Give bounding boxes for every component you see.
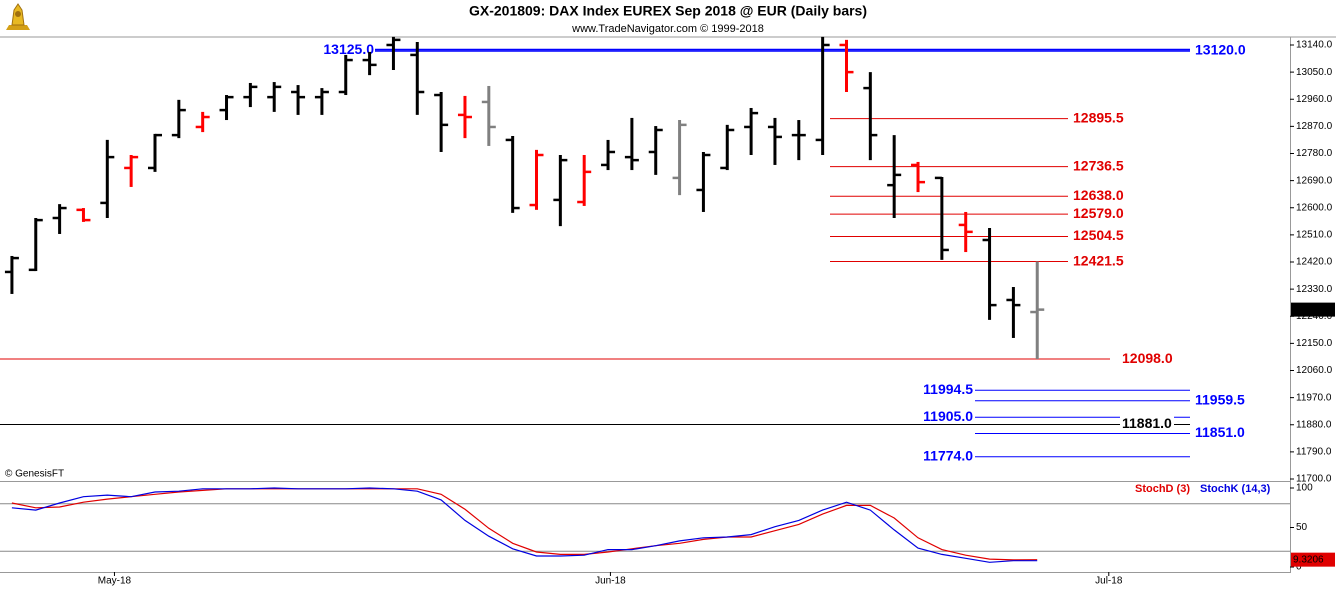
ohlc-bar — [147, 133, 162, 172]
last-value-label: 9.3206 — [1293, 554, 1324, 565]
ohlc-bar — [863, 72, 878, 161]
y-tick-label: 100 — [1296, 483, 1313, 494]
legend-label: StochK (14,3) — [1200, 483, 1271, 495]
last-price-box — [1291, 302, 1335, 317]
ohlc-bar — [243, 82, 258, 108]
ohlc-bar — [887, 135, 902, 218]
ohlc-bar — [648, 126, 663, 175]
ohlc-bar — [577, 155, 592, 206]
level-label: 11994.5 — [923, 381, 973, 397]
y-tick-label: 0 — [1296, 562, 1302, 573]
ohlc-bar — [1030, 261, 1045, 360]
y-tick-label: 12690.0 — [1296, 175, 1333, 186]
legend-label: StochD (3) — [1135, 483, 1190, 495]
y-tick-label: 12870.0 — [1296, 121, 1333, 132]
ohlc-bar — [624, 117, 639, 171]
ohlc-bar — [815, 36, 830, 156]
ohlc-bar — [434, 92, 449, 152]
x-tick-label: Jul-18 — [1095, 576, 1123, 587]
level-label: 12421.5 — [1073, 252, 1124, 268]
ohlc-bar — [4, 255, 19, 294]
stoch-line — [11, 487, 1038, 563]
ohlc-bar — [124, 155, 139, 187]
y-tick-label: 11790.0 — [1296, 447, 1332, 458]
ohlc-bar — [338, 54, 353, 96]
level-label: 12504.5 — [1073, 227, 1124, 243]
ohlc-bar — [601, 139, 616, 171]
ohlc-bar — [76, 208, 91, 222]
ohlc-bar — [696, 151, 711, 212]
ohlc-bar — [720, 124, 735, 171]
level-label: 11959.5 — [1195, 391, 1245, 407]
ohlc-bar — [481, 85, 496, 146]
ohlc-bar — [291, 85, 306, 115]
level-label: 12579.0 — [1073, 205, 1124, 221]
last-price-label: 12262.0 — [1293, 304, 1330, 315]
ohlc-bar — [958, 211, 973, 253]
y-tick-label: 12060.0 — [1296, 365, 1333, 376]
ohlc-bar — [839, 39, 854, 93]
y-tick-label: 11970.0 — [1296, 392, 1332, 403]
ohlc-bar — [52, 204, 67, 234]
ohlc-bar — [1006, 287, 1021, 338]
ohlc-bar — [744, 107, 759, 156]
y-tick-label: 13140.0 — [1296, 40, 1333, 51]
logo — [6, 3, 30, 30]
y-tick-label: 12960.0 — [1296, 94, 1333, 105]
level-label-bg — [1120, 416, 1174, 432]
y-tick-label: 12600.0 — [1296, 202, 1333, 213]
ohlc-bar — [171, 99, 186, 139]
level-label: 11774.0 — [923, 447, 973, 463]
y-tick-label: 12510.0 — [1296, 230, 1333, 241]
ohlc-bar — [314, 88, 329, 115]
last-value-box — [1291, 552, 1335, 567]
stoch-line — [11, 488, 1038, 561]
ohlc-bar — [362, 51, 377, 76]
level-label: 12895.5 — [1073, 109, 1124, 125]
y-tick-label: 50 — [1296, 522, 1308, 533]
x-tick-label: May-18 — [98, 576, 132, 587]
level-label: 11905.0 — [923, 408, 973, 424]
ohlc-bar — [553, 155, 568, 227]
source-note: © GenesisFT — [5, 469, 64, 480]
ohlc-bar — [267, 82, 282, 112]
ohlc-bar — [911, 161, 926, 193]
ohlc-bar — [934, 176, 949, 260]
y-tick-label: 13050.0 — [1296, 67, 1333, 78]
ohlc-bar — [505, 136, 520, 213]
y-tick-label: 12330.0 — [1296, 284, 1333, 295]
y-tick-label: 11700.0 — [1296, 474, 1332, 485]
chart-title: GX-201809: DAX Index EUREX Sep 2018 @ EU… — [469, 3, 867, 19]
x-tick-label: Jun-18 — [595, 576, 626, 587]
ohlc-bar — [982, 227, 997, 320]
ohlc-bar — [529, 149, 544, 210]
ohlc-bar — [28, 217, 43, 272]
ohlc-bar — [386, 36, 401, 71]
ohlc-bar — [791, 120, 806, 161]
level-label: 13125.0 — [323, 41, 374, 57]
y-tick-label: 11880.0 — [1296, 419, 1332, 430]
ohlc-bar — [219, 95, 234, 121]
ohlc-bar — [195, 111, 210, 133]
level-label: 13120.0 — [1195, 42, 1246, 58]
level-label: 11851.0 — [1195, 424, 1245, 440]
y-tick-label: 12420.0 — [1296, 257, 1333, 268]
y-tick-label: 12150.0 — [1296, 338, 1333, 349]
chart-subtitle: www.TradeNavigator.com © 1999-2018 — [571, 23, 764, 35]
ohlc-bar — [457, 95, 472, 139]
level-label: 12638.0 — [1073, 187, 1124, 203]
level-label: 11881.0 — [1122, 415, 1172, 431]
ohlc-bar — [672, 120, 687, 196]
ohlc-bar — [100, 139, 115, 218]
level-label: 12098.0 — [1122, 350, 1173, 366]
ohlc-bar — [767, 117, 782, 165]
y-tick-label: 12780.0 — [1296, 148, 1333, 159]
level-label: 12736.5 — [1073, 157, 1124, 173]
ohlc-bar — [410, 41, 425, 115]
